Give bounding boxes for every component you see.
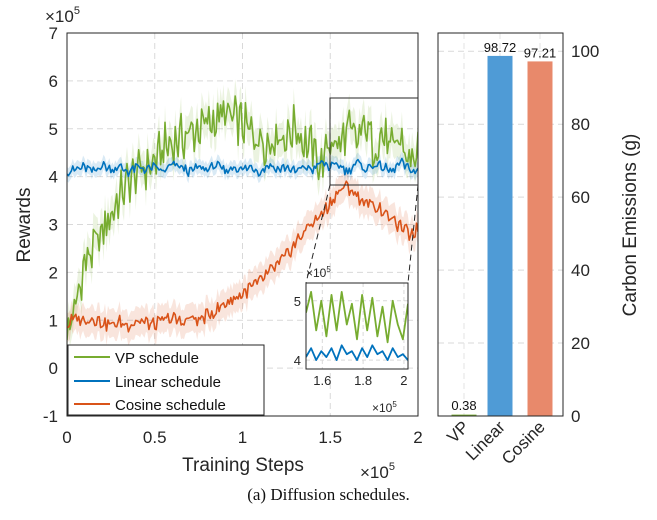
y-tick-label: -1: [43, 407, 58, 426]
bar-category-label: Cosine: [498, 417, 549, 468]
bar-y-tick-labels: 0 20 40 60 80 100: [571, 42, 599, 426]
x-axis-label: Training Steps: [182, 455, 304, 476]
bar: [487, 55, 513, 417]
inset-y-exponent: ×105: [306, 265, 331, 280]
legend-label-vp: VP schedule: [115, 350, 199, 367]
zoom-connector-right: [407, 184, 419, 284]
legend: VP schedule Linear schedule Cosine sched…: [67, 344, 265, 416]
bar-category-label: VP: [443, 417, 472, 446]
bar-value-label: 0.38: [451, 398, 476, 413]
y-tick-label: 3: [49, 216, 58, 235]
bar-y-tick-label: 80: [571, 115, 590, 134]
inset-x-tick: 2: [400, 373, 407, 388]
zoom-connector-left: [305, 184, 331, 284]
inset-y-tick: 5: [294, 294, 301, 309]
legend-label-cosine: Cosine schedule: [115, 397, 226, 414]
zoom-inset: 1.6 1.8 2 4 5 ×105 ×105: [294, 265, 409, 415]
bar: [451, 414, 477, 416]
y-tick-label: 1: [49, 311, 58, 330]
bar-value-label: 98.72: [484, 40, 517, 55]
inset-x-tick: 1.8: [354, 373, 372, 388]
figure-caption: (a) Diffusion schedules.: [247, 485, 410, 504]
y-tick-label: 6: [49, 72, 58, 91]
x-tick-label: 2: [413, 428, 422, 447]
bar-plot-frame: [437, 32, 564, 417]
x-tick-label: 1.5: [318, 428, 342, 447]
bar-y-axis-label: Carbon Emissions (g): [620, 134, 641, 317]
carbon-emissions-chart: 0.38 98.72 97.21 0 20 40 60 80 100 VPLinearCosi…: [437, 32, 641, 468]
series-line: [67, 95, 418, 341]
x-exponent: ×105: [360, 461, 395, 480]
inset-linear-line: [306, 344, 408, 362]
zoom-region-box: [329, 97, 419, 186]
bar-y-tick-label: 40: [571, 261, 590, 280]
y-tick-label: 7: [49, 24, 58, 43]
y-tick-label: 0: [49, 359, 58, 378]
inset-frame: [305, 282, 409, 370]
bar-value-label: 97.21: [524, 45, 557, 60]
inset-y-tick: 4: [294, 353, 301, 368]
bar-y-tick-label: 100: [571, 42, 599, 61]
confidence-band: [67, 166, 418, 347]
x-tick-labels: 0 0.5 1 1.5 2: [62, 428, 422, 447]
y-axis-label: Rewards: [14, 188, 35, 263]
legend-label-linear: Linear schedule: [115, 374, 221, 391]
series-lines: [67, 95, 418, 341]
inset-lines: [306, 290, 408, 362]
y-tick-label: 4: [49, 168, 58, 187]
bar-y-tick-label: 60: [571, 188, 590, 207]
inset-tick-labels: 1.6 1.8 2 4 5: [294, 294, 408, 388]
inset-x-tick: 1.6: [313, 373, 331, 388]
series-line: [67, 180, 418, 333]
x-tick-label: 0: [62, 428, 71, 447]
y-tick-label: 5: [49, 120, 58, 139]
y-exponent: ×105: [45, 5, 80, 26]
inset-vp-line: [306, 290, 408, 344]
x-tick-label: 1: [238, 428, 247, 447]
y-tick-labels: -1 0 1 2 3 4 5 6 7: [43, 24, 58, 426]
y-tick-label: 2: [49, 263, 58, 282]
x-tick-label: 0.5: [143, 428, 167, 447]
bar-y-tick-label: 20: [571, 334, 590, 353]
plot-frame: [66, 32, 419, 417]
bar-y-tick-label: 0: [571, 407, 580, 426]
inset-border: [305, 282, 409, 370]
series-line: [67, 157, 418, 178]
inset-x-exponent: ×105: [372, 400, 397, 415]
bars: 0.38 98.72 97.21: [451, 40, 557, 417]
bar: [527, 61, 553, 417]
